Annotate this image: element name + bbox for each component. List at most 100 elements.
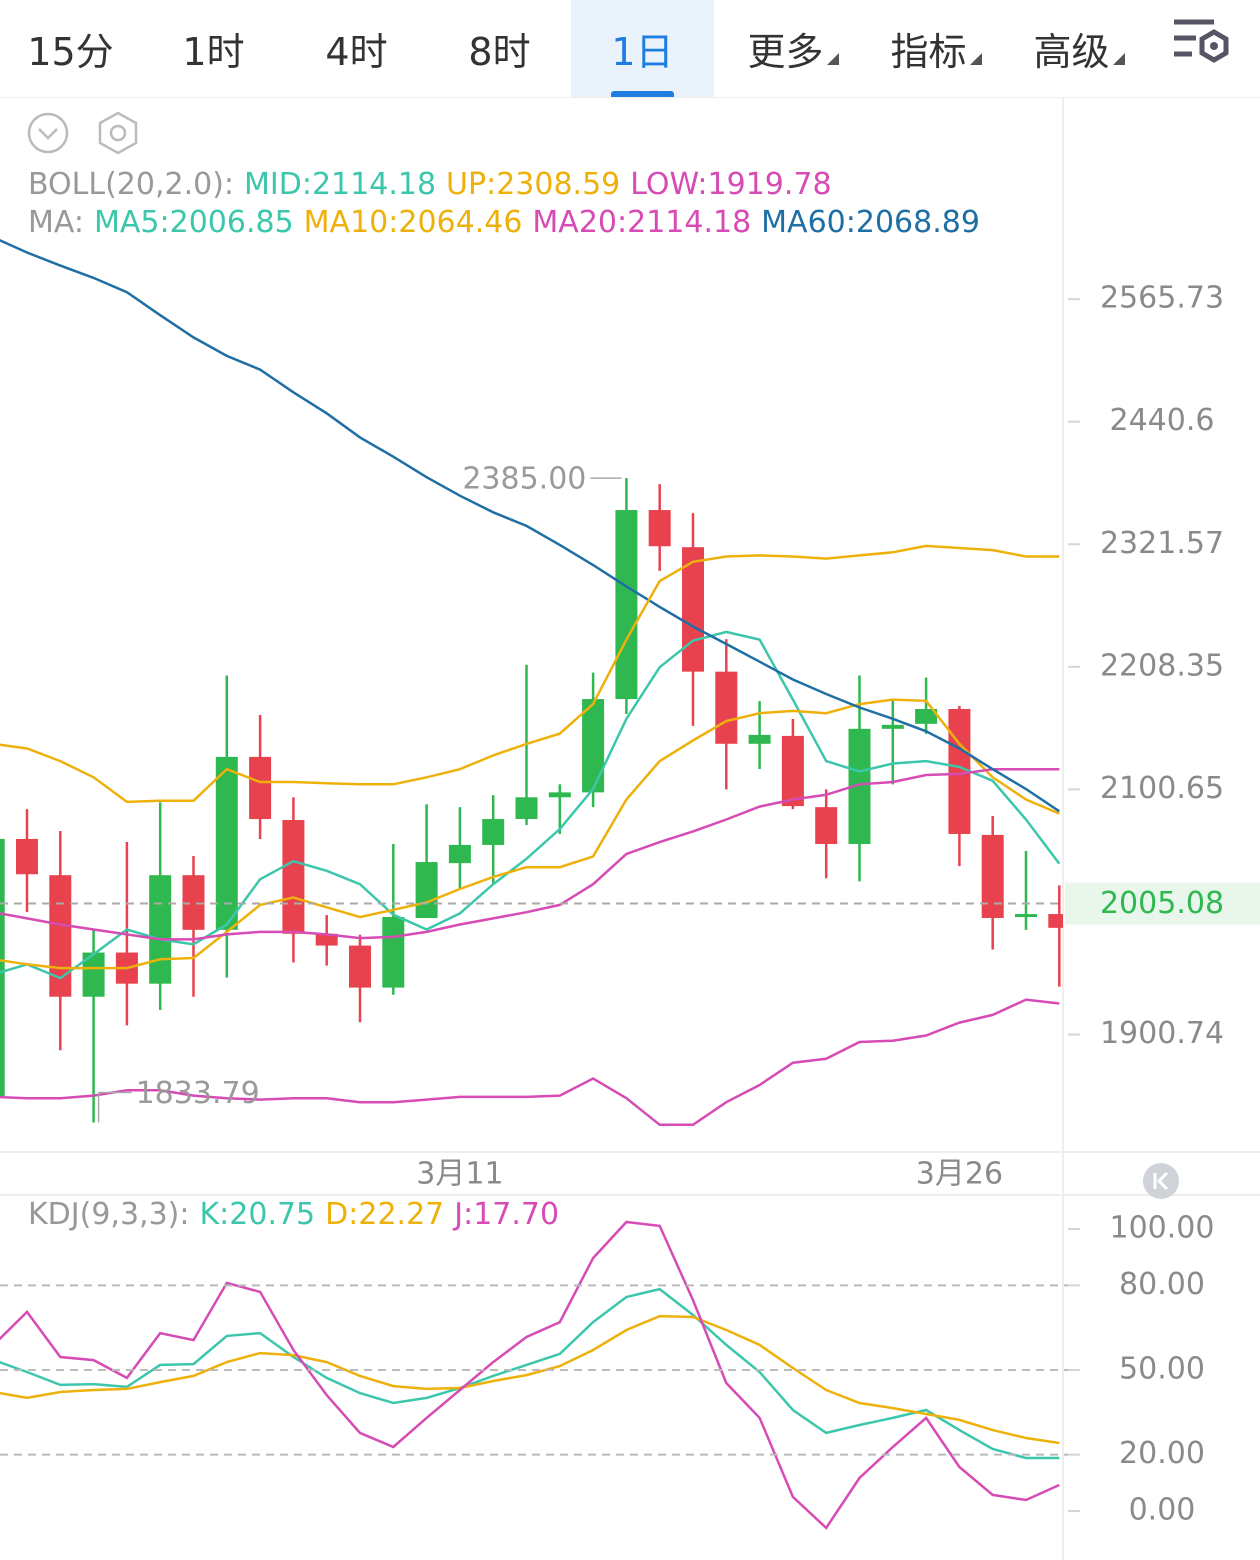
candle-body	[682, 547, 704, 672]
candle-body	[1048, 914, 1063, 928]
candle-body	[282, 819, 305, 934]
legend-item: MA5:2006.85	[94, 205, 294, 240]
x-tick-label: 3月11	[416, 1157, 503, 1192]
tab-label: 15分	[27, 30, 114, 74]
candle-body	[1015, 914, 1037, 918]
min-label: 1833.79	[136, 1076, 260, 1111]
candle-body	[0, 838, 5, 1098]
tab[interactable]: 指标	[857, 0, 1000, 97]
tab[interactable]: 8时	[428, 0, 571, 97]
legend-item: K:20.75	[199, 1197, 316, 1232]
settings-icon[interactable]	[98, 111, 138, 155]
candle-body	[249, 756, 272, 820]
dropdown-indicator	[827, 53, 839, 65]
last-price-tag	[1065, 882, 1260, 925]
y-tick-label: 80.00	[1119, 1267, 1205, 1302]
candle-body	[648, 510, 671, 547]
tab[interactable]: 更多	[714, 0, 857, 97]
candle-body	[415, 862, 438, 918]
x-tick-label: 3月26	[916, 1157, 1003, 1192]
candle-body	[948, 708, 971, 834]
indicator-line	[0, 998, 1060, 1127]
legend-item: MA20:2114.18	[532, 205, 752, 240]
indicator-line	[0, 238, 1060, 813]
candle-body	[315, 933, 338, 946]
legend: MA: MA5:2006.85 MA10:2064.46 MA20:2114.18 MA…	[28, 205, 980, 241]
indicator-line	[0, 698, 1060, 970]
candle-body	[16, 838, 38, 875]
y-tick-label: 50.00	[1119, 1351, 1205, 1386]
legend-item: MA60:2068.89	[761, 205, 980, 240]
y-tick-label: 2208.35	[1100, 648, 1224, 683]
indicator-line	[0, 544, 1060, 804]
tab-label: 8时	[468, 30, 531, 74]
candle-body	[515, 797, 538, 820]
tab-label: 4时	[325, 30, 388, 74]
collapse-icon[interactable]	[27, 112, 69, 154]
legend: BOLL(20,2.0): MID:2114.18 UP:2308.59 LOW:19…	[28, 167, 832, 203]
dropdown-indicator	[1113, 53, 1125, 65]
candle-body	[548, 792, 571, 798]
y-tick-label: 2440.6	[1110, 403, 1215, 438]
indicator-line	[0, 1314, 1060, 1445]
candle-body	[615, 510, 638, 700]
tab[interactable]: 高级	[1000, 0, 1143, 97]
candle-body	[915, 708, 938, 724]
candle-body	[715, 671, 738, 744]
legend-item: MA:	[28, 205, 84, 240]
chart-settings-icon[interactable]	[1174, 19, 1229, 63]
legend: KDJ(9,3,3): K:20.75 D:22.27 J:17.70	[28, 1197, 559, 1233]
candle-body	[881, 724, 904, 729]
tab[interactable]: 1时	[142, 0, 285, 97]
last-price-label: 2005.08	[1100, 886, 1224, 921]
y-tick-label: 2565.73	[1100, 281, 1224, 316]
y-tick-label: 20.00	[1119, 1436, 1205, 1471]
legend-item: MID:2114.18	[244, 167, 437, 202]
indicator-line	[0, 1287, 1060, 1460]
candle-body	[981, 834, 1004, 918]
candle-body	[82, 952, 105, 997]
candle-body	[182, 875, 205, 930]
tab[interactable]: 1日	[571, 0, 714, 97]
tab-label: 1日	[611, 30, 674, 74]
plot-area	[0, 238, 1063, 1127]
y-tick-label: 100.00	[1110, 1211, 1215, 1246]
candle-body	[848, 728, 871, 844]
y-tick-label: 2321.57	[1100, 526, 1224, 561]
timeframe-tabs: 15分 1时 4时 8时 1日 更多 指标 高级	[0, 0, 1260, 98]
candle-body	[781, 735, 804, 807]
indicator-line	[0, 767, 1060, 941]
legend-item: LOW:1919.78	[630, 167, 832, 202]
candle-body	[815, 807, 838, 844]
tab-label: 更多	[747, 30, 824, 74]
scroll-latest-button[interactable]	[1143, 1163, 1179, 1199]
legend-item: UP:2308.59	[446, 167, 621, 202]
legend-item: J:17.70	[454, 1197, 560, 1232]
candle-body	[215, 756, 238, 930]
tab-label: 高级	[1033, 30, 1110, 74]
indicator-line	[0, 1220, 1060, 1530]
y-tick-label: 0.00	[1129, 1492, 1196, 1527]
tab-label: 指标	[890, 30, 967, 74]
candle-body	[349, 945, 371, 988]
legend-item: D:22.27	[325, 1197, 445, 1232]
candle-body	[149, 875, 172, 984]
tab[interactable]: 4时	[285, 0, 428, 97]
candle-body	[482, 819, 505, 845]
candle-body	[748, 734, 771, 744]
max-label: 2385.00	[462, 462, 586, 497]
legend-item: KDJ(9,3,3):	[28, 1197, 190, 1232]
y-tick-label: 1900.74	[1100, 1016, 1224, 1051]
y-tick-label: 2100.65	[1100, 771, 1224, 806]
legend-item: MA10:2064.46	[303, 205, 523, 240]
tab[interactable]: 15分	[0, 0, 142, 97]
indicator-line	[0, 630, 1061, 980]
dropdown-indicator	[970, 53, 982, 65]
tab-label: 1时	[182, 30, 245, 74]
candle-body	[382, 917, 405, 988]
candle-body	[582, 699, 605, 793]
legend-item: BOLL(20,2.0):	[28, 167, 235, 202]
candle-body	[448, 844, 471, 864]
